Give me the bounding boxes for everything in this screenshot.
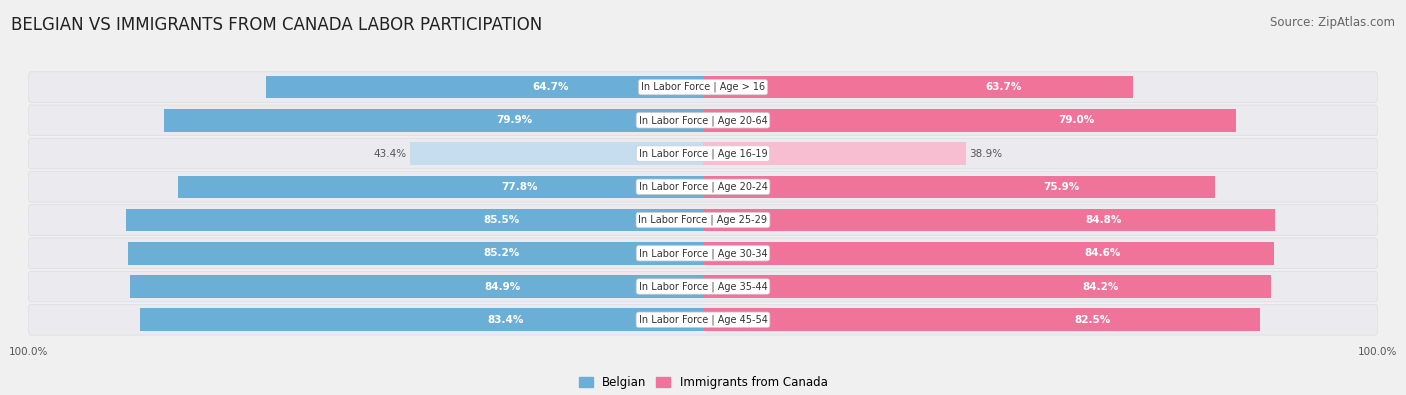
Text: 38.9%: 38.9% xyxy=(969,149,1002,158)
Text: 63.7%: 63.7% xyxy=(986,82,1022,92)
Text: In Labor Force | Age 35-44: In Labor Force | Age 35-44 xyxy=(638,281,768,292)
FancyBboxPatch shape xyxy=(28,138,1378,169)
Bar xyxy=(163,109,703,132)
Text: 85.5%: 85.5% xyxy=(482,215,519,225)
FancyBboxPatch shape xyxy=(28,205,1378,235)
Bar xyxy=(703,308,1260,331)
Text: In Labor Force | Age 16-19: In Labor Force | Age 16-19 xyxy=(638,148,768,159)
Bar xyxy=(127,209,703,231)
Bar xyxy=(703,175,1215,198)
Text: In Labor Force | Age 45-54: In Labor Force | Age 45-54 xyxy=(638,314,768,325)
Text: 84.2%: 84.2% xyxy=(1083,282,1119,292)
FancyBboxPatch shape xyxy=(28,238,1378,269)
Bar xyxy=(703,142,966,165)
Text: 75.9%: 75.9% xyxy=(1043,182,1080,192)
Text: 79.0%: 79.0% xyxy=(1059,115,1094,125)
Bar xyxy=(266,76,703,98)
Bar xyxy=(703,275,1271,298)
Text: 82.5%: 82.5% xyxy=(1074,315,1111,325)
Text: BELGIAN VS IMMIGRANTS FROM CANADA LABOR PARTICIPATION: BELGIAN VS IMMIGRANTS FROM CANADA LABOR … xyxy=(11,16,543,34)
Bar xyxy=(703,76,1133,98)
Bar xyxy=(129,275,703,298)
FancyBboxPatch shape xyxy=(28,271,1378,302)
FancyBboxPatch shape xyxy=(28,105,1378,135)
Bar xyxy=(703,109,1236,132)
Text: Source: ZipAtlas.com: Source: ZipAtlas.com xyxy=(1270,16,1395,29)
Text: 43.4%: 43.4% xyxy=(374,149,406,158)
Bar xyxy=(411,142,703,165)
Bar xyxy=(179,175,703,198)
FancyBboxPatch shape xyxy=(28,305,1378,335)
Text: In Labor Force | Age 20-24: In Labor Force | Age 20-24 xyxy=(638,182,768,192)
Text: 84.8%: 84.8% xyxy=(1085,215,1122,225)
Text: 64.7%: 64.7% xyxy=(531,82,568,92)
Text: 85.2%: 85.2% xyxy=(484,248,520,258)
Text: 77.8%: 77.8% xyxy=(501,182,537,192)
FancyBboxPatch shape xyxy=(28,72,1378,102)
Text: In Labor Force | Age 20-64: In Labor Force | Age 20-64 xyxy=(638,115,768,126)
Text: 83.4%: 83.4% xyxy=(488,315,524,325)
Bar xyxy=(128,242,703,265)
Bar xyxy=(703,242,1274,265)
Legend: Belgian, Immigrants from Canada: Belgian, Immigrants from Canada xyxy=(574,371,832,394)
Bar xyxy=(703,209,1275,231)
Bar xyxy=(141,308,703,331)
Text: In Labor Force | Age > 16: In Labor Force | Age > 16 xyxy=(641,82,765,92)
Text: In Labor Force | Age 30-34: In Labor Force | Age 30-34 xyxy=(638,248,768,259)
Text: 84.9%: 84.9% xyxy=(484,282,520,292)
Text: 84.6%: 84.6% xyxy=(1084,248,1121,258)
Text: In Labor Force | Age 25-29: In Labor Force | Age 25-29 xyxy=(638,215,768,225)
Text: 79.9%: 79.9% xyxy=(496,115,533,125)
FancyBboxPatch shape xyxy=(28,171,1378,202)
